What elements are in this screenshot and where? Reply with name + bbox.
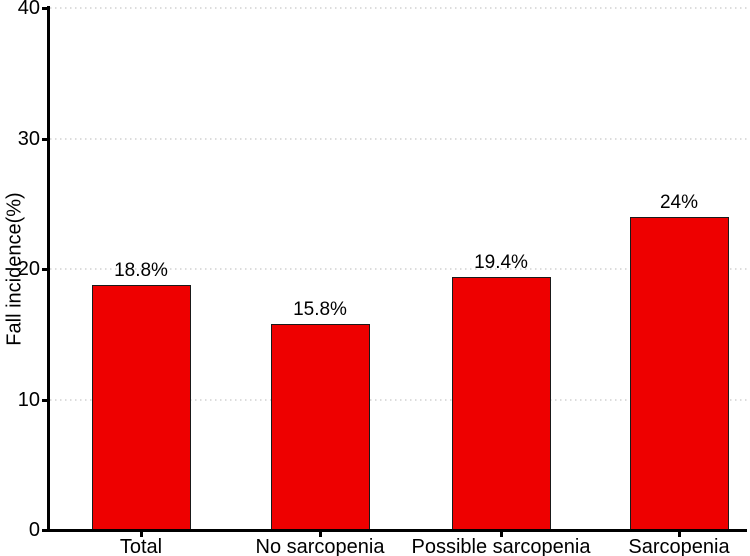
y-tick-label: 20 [17, 258, 40, 280]
bar [451, 277, 551, 531]
gridline [50, 7, 747, 9]
bar [91, 285, 191, 531]
x-tick-label: Total [119, 536, 163, 556]
x-tick-mark [140, 532, 143, 537]
gridline [50, 399, 747, 401]
bar [270, 324, 370, 531]
x-tick-mark [319, 532, 322, 537]
gridline [50, 138, 747, 140]
bar-value-label: 18.8% [114, 260, 168, 281]
x-tick-label: Sarcopenia [628, 536, 730, 556]
y-tick-label: 10 [17, 389, 40, 411]
y-tick-mark [42, 399, 47, 402]
x-tick-mark [678, 532, 681, 537]
gridline [50, 268, 747, 270]
x-axis-line [44, 529, 747, 532]
x-tick-label: No sarcopenia [255, 536, 385, 556]
y-tick-mark [42, 7, 47, 10]
y-tick-mark [42, 529, 47, 532]
y-tick-mark [42, 268, 47, 271]
x-tick-mark [500, 532, 503, 537]
bar-value-label: 19.4% [474, 252, 528, 273]
bar-value-label: 15.8% [293, 299, 347, 320]
y-tick-mark [42, 138, 47, 141]
y-axis-line [47, 6, 50, 532]
y-tick-label: 40 [17, 0, 40, 19]
y-tick-label: 30 [17, 128, 40, 150]
bar [629, 217, 729, 531]
x-tick-label: Possible sarcopenia [411, 536, 591, 556]
bar-value-label: 24% [659, 192, 699, 213]
y-tick-label: 0 [28, 519, 40, 541]
